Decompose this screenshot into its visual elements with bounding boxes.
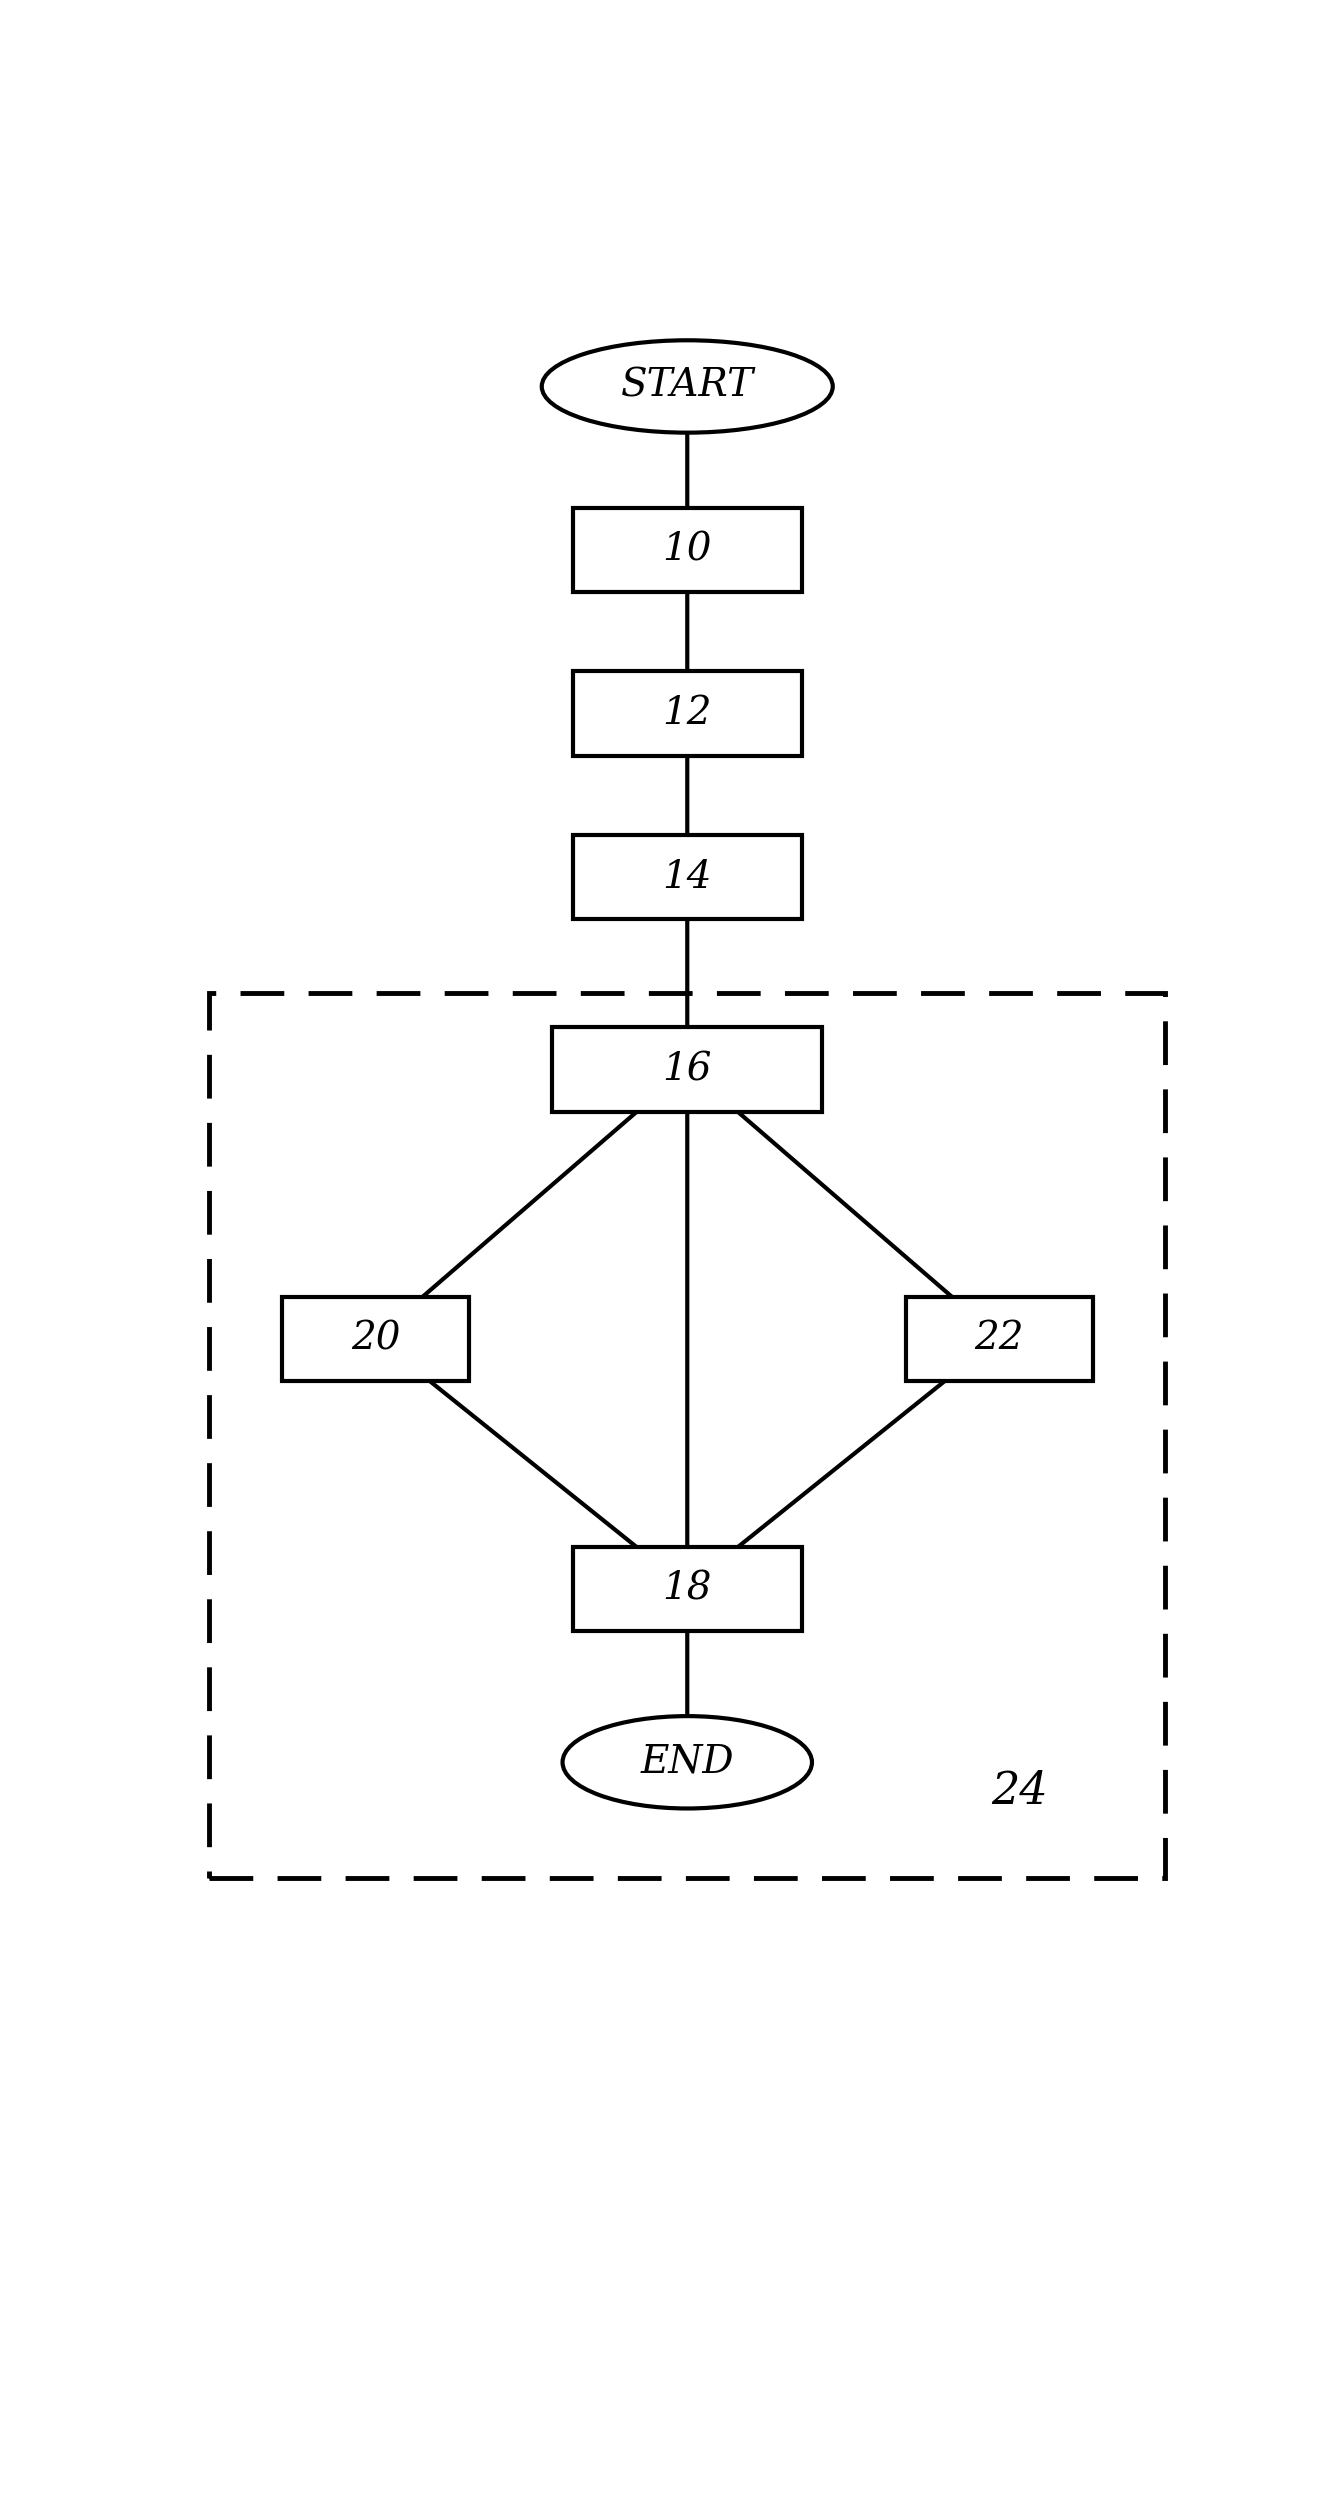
Text: 22: 22 (975, 1319, 1023, 1357)
Bar (905, 1297, 1093, 1382)
Text: 20: 20 (351, 1319, 400, 1357)
Bar (573, 672, 802, 755)
Text: 24: 24 (991, 1769, 1049, 1812)
Bar (573, 835, 802, 920)
Bar (282, 1297, 469, 1382)
Text: 10: 10 (662, 532, 712, 570)
Text: 14: 14 (662, 860, 712, 895)
Bar (552, 1027, 822, 1112)
Bar (573, 507, 802, 592)
Text: 12: 12 (662, 695, 712, 732)
Bar (573, 1547, 802, 1632)
Bar (209, 992, 1165, 1877)
Text: 16: 16 (662, 1052, 712, 1087)
Text: 18: 18 (662, 1569, 712, 1607)
Ellipse shape (563, 1717, 811, 1809)
Ellipse shape (542, 340, 833, 432)
Text: START: START (621, 367, 754, 405)
Text: END: END (641, 1744, 734, 1782)
